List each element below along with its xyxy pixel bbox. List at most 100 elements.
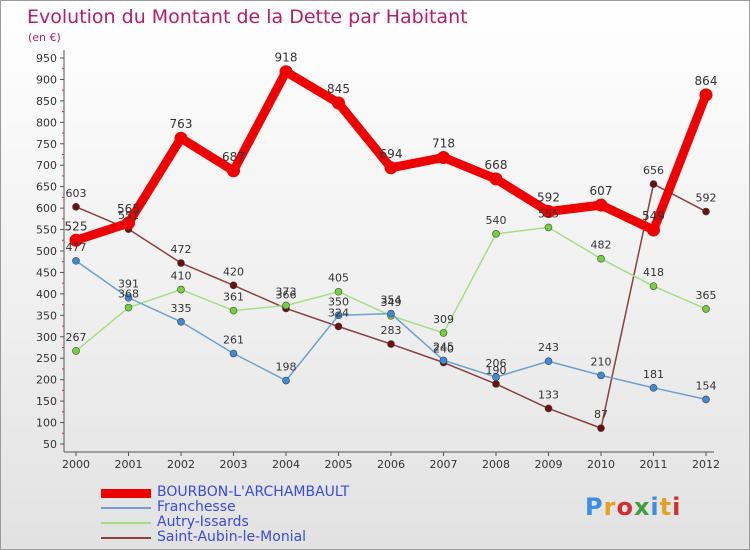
data-label: 240 [433,343,454,356]
proxiti-logo: Proxiti [585,493,682,521]
series-point-1 [334,311,343,320]
y-tick-label: 850 [36,95,57,108]
data-label: 718 [432,137,455,151]
data-label: 206 [486,357,507,370]
y-tick-label: 200 [36,374,57,387]
series-point-3 [229,281,238,290]
data-label: 525 [65,219,88,233]
series-point-0 [489,172,503,186]
data-label: 551 [118,209,139,222]
y-tick-label: 500 [36,245,57,258]
series-point-0 [279,65,293,79]
data-label: 354 [381,294,402,307]
data-label: 763 [170,117,193,131]
data-label: 245 [433,340,454,353]
data-label: 477 [66,241,87,254]
chart-subtitle: (en €) [28,31,61,44]
legend-swatch [101,522,151,524]
series-point-0 [384,161,398,175]
series-point-2 [124,303,133,312]
data-label: 243 [538,341,559,354]
series-point-0 [594,198,608,212]
data-label: 198 [276,361,297,374]
series-point-3 [334,322,343,331]
x-tick-label: 2002 [167,458,195,471]
series-point-0 [542,205,555,219]
series-point-3 [597,424,605,432]
data-label: 350 [328,295,349,308]
y-tick-label: 100 [36,417,57,430]
series-point-2 [282,301,290,310]
series-point-2 [229,306,238,315]
x-tick-label: 2010 [587,458,615,471]
series-point-0 [69,233,83,247]
data-label: 154 [696,379,717,392]
series-point-0 [437,151,450,165]
series-point-3 [649,180,658,188]
y-tick-label: 900 [36,73,57,86]
legend-swatch [101,489,151,498]
data-label: 261 [223,334,244,347]
series-point-0 [647,223,660,237]
data-label: 656 [643,164,664,177]
series-point-1 [544,357,553,366]
series-point-3 [177,259,185,267]
series-point-3 [387,340,395,348]
x-tick-label: 2001 [115,458,143,471]
data-label: 309 [433,313,454,326]
data-label: 555 [538,207,559,220]
legend-label: Autry-Issards [157,514,249,530]
series-point-1 [597,371,605,380]
data-label: 845 [327,82,350,96]
y-tick-label: 250 [36,352,57,365]
y-tick-label: 750 [36,138,57,151]
series-point-1 [229,349,238,358]
data-label: 366 [276,288,297,301]
series-point-0 [227,164,240,178]
legend-label: BOURBON-L'ARCHAMBAULT [157,484,350,500]
data-label: 210 [591,355,612,368]
data-label: 361 [223,291,244,304]
data-label: 918 [275,51,298,65]
series-point-1 [492,373,500,381]
data-label: 549 [642,209,665,223]
series-point-1 [72,257,80,265]
x-tick-label: 2003 [220,458,248,471]
data-label: 592 [696,192,717,205]
data-label: 324 [328,306,349,319]
data-label: 283 [381,324,402,337]
x-tick-label: 2009 [535,458,563,471]
series-point-1 [387,309,395,318]
y-tick-label: 700 [36,159,57,172]
series-point-1 [124,293,133,302]
series-point-1 [177,317,185,326]
series-point-2 [492,230,500,238]
x-tick-label: 2006 [377,458,405,471]
series-point-0 [122,216,135,230]
x-tick-label: 2000 [62,458,90,471]
y-tick-label: 950 [36,52,57,65]
series-point-1 [439,356,448,365]
y-tick-label: 800 [36,116,57,129]
y-tick-label: 150 [36,395,57,408]
series-point-2 [597,254,605,263]
data-label: 410 [171,270,192,283]
data-label: 373 [276,285,297,298]
y-tick-label: 350 [36,309,57,322]
data-label: 694 [380,147,403,161]
legend-label: Saint-Aubin-le-Monial [157,529,307,545]
series-point-2 [72,347,80,355]
series-point-3 [702,207,710,216]
x-tick-label: 2012 [692,458,720,471]
data-label: 181 [643,368,664,381]
series-point-1 [282,376,290,385]
series-point-3 [544,404,553,413]
data-label: 668 [485,158,508,172]
data-label: 391 [118,278,139,291]
series-point-2 [544,223,553,232]
data-label: 349 [381,296,402,309]
chart-title: Evolution du Montant de la Dette par Hab… [27,6,468,28]
data-label: 420 [223,265,244,278]
